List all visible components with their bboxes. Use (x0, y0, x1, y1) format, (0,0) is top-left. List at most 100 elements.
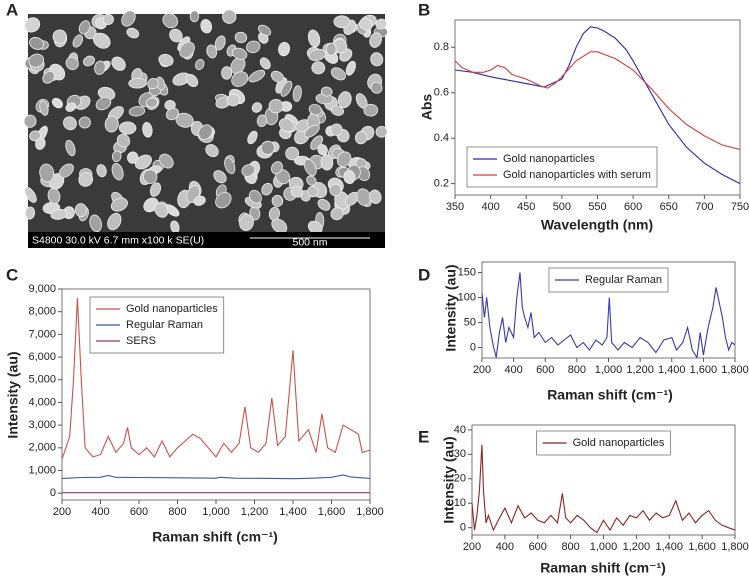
particle (343, 170, 356, 185)
panel-label: A (6, 0, 18, 19)
particle (50, 209, 68, 220)
x-tick-label: 600 (624, 201, 642, 213)
particle (65, 102, 77, 112)
x-axis-title: Wavelength (nm) (541, 217, 653, 233)
y-tick-label: 0 (460, 522, 466, 534)
panel-label: D (418, 265, 430, 284)
particle (308, 104, 322, 116)
x-tick-label: 1,800 (721, 364, 749, 376)
particle (126, 27, 140, 39)
particle (213, 170, 227, 184)
x-tick-label: 200 (53, 506, 71, 518)
particle (58, 163, 74, 178)
x-tick-label: 200 (473, 364, 491, 376)
x-tick-label: 1,800 (356, 506, 384, 518)
particle (83, 55, 95, 67)
particle (369, 189, 382, 204)
particle (198, 124, 213, 140)
particle (231, 47, 248, 60)
particle (206, 44, 218, 59)
x-tick-label: 800 (561, 541, 579, 553)
legend: Gold nanoparticles Regular Raman SERS (89, 296, 225, 354)
scale-bar-label: 500 nm (292, 236, 327, 248)
particle (111, 56, 126, 71)
y-tick-label: 8,000 (28, 306, 56, 318)
particle (147, 78, 159, 90)
particle (317, 198, 331, 211)
particle (143, 169, 158, 184)
x-tick-label: 800 (568, 364, 586, 376)
y-tick-label: 100 (458, 291, 476, 303)
particle (268, 98, 284, 114)
y-tick-label: 4,000 (28, 396, 56, 408)
particle (369, 32, 382, 48)
x-tick-label: 450 (517, 201, 535, 213)
series-line (62, 298, 370, 460)
particles (23, 9, 388, 235)
x-axis-title: Raman shift (cm⁻¹) (540, 560, 666, 576)
x-tick-label: 1,600 (688, 541, 716, 553)
x-tick-label: 1,000 (202, 506, 230, 518)
legend-label: Regular Raman (585, 274, 662, 286)
x-tick-label: 400 (481, 201, 499, 213)
particle (72, 34, 84, 48)
particle (205, 144, 219, 158)
particle (162, 13, 179, 29)
particle (221, 66, 233, 80)
particle (270, 70, 285, 83)
particle (95, 96, 112, 111)
particle (257, 24, 272, 36)
legend: Regular Raman (548, 267, 669, 293)
particle (330, 123, 343, 136)
legend-label: SERS (126, 335, 156, 347)
x-tick-label: 1,600 (318, 506, 346, 518)
particle (121, 10, 136, 27)
particle (78, 20, 91, 35)
y-axis-title: Intensity (au) (5, 351, 21, 438)
caption-bar (28, 232, 385, 248)
particle (134, 154, 152, 170)
particle (290, 185, 304, 198)
x-axis-title: Raman shift (cm⁻¹) (152, 529, 278, 545)
x-tick-label: 400 (496, 541, 514, 553)
y-tick-label: 1,000 (28, 464, 56, 476)
x-tick-label: 1,800 (721, 541, 749, 553)
particle (222, 9, 237, 24)
particle (23, 114, 37, 128)
y-tick-label: 7,000 (28, 328, 56, 340)
particle (159, 153, 174, 169)
particle (116, 133, 131, 148)
particle (304, 124, 320, 138)
particle (251, 102, 263, 113)
particle (195, 59, 205, 70)
x-tick-label: 600 (130, 506, 148, 518)
x-tick-label: 400 (504, 364, 522, 376)
legend-label: Gold nanoparticles with serum (503, 169, 651, 181)
particle (270, 161, 283, 175)
x-tick-label: 650 (660, 201, 678, 213)
particle (330, 207, 344, 221)
particle (149, 182, 162, 197)
legend: Gold nanoparticles (536, 430, 671, 456)
particle (24, 186, 37, 203)
sem-caption: S4800 30.0 kV 6.7 mm x100 k SE(U) (32, 234, 204, 246)
particle (226, 93, 241, 107)
series-line (455, 26, 740, 185)
particle (78, 172, 94, 187)
particle (189, 10, 200, 23)
y-tick-label: 150 (458, 266, 476, 278)
y-axis-title: Intensity (au) (443, 264, 459, 351)
particle (42, 71, 55, 84)
particle (111, 150, 122, 163)
y-tick-label: 6,000 (28, 351, 56, 363)
particle (142, 121, 153, 138)
particle (330, 67, 346, 81)
particle (200, 18, 213, 34)
y-tick-label: 0.2 (434, 178, 449, 190)
particle (260, 140, 275, 155)
particle (154, 202, 169, 218)
y-tick-label: 10 (454, 497, 466, 509)
particle (179, 41, 195, 58)
particle (78, 116, 91, 129)
particle (39, 163, 55, 183)
